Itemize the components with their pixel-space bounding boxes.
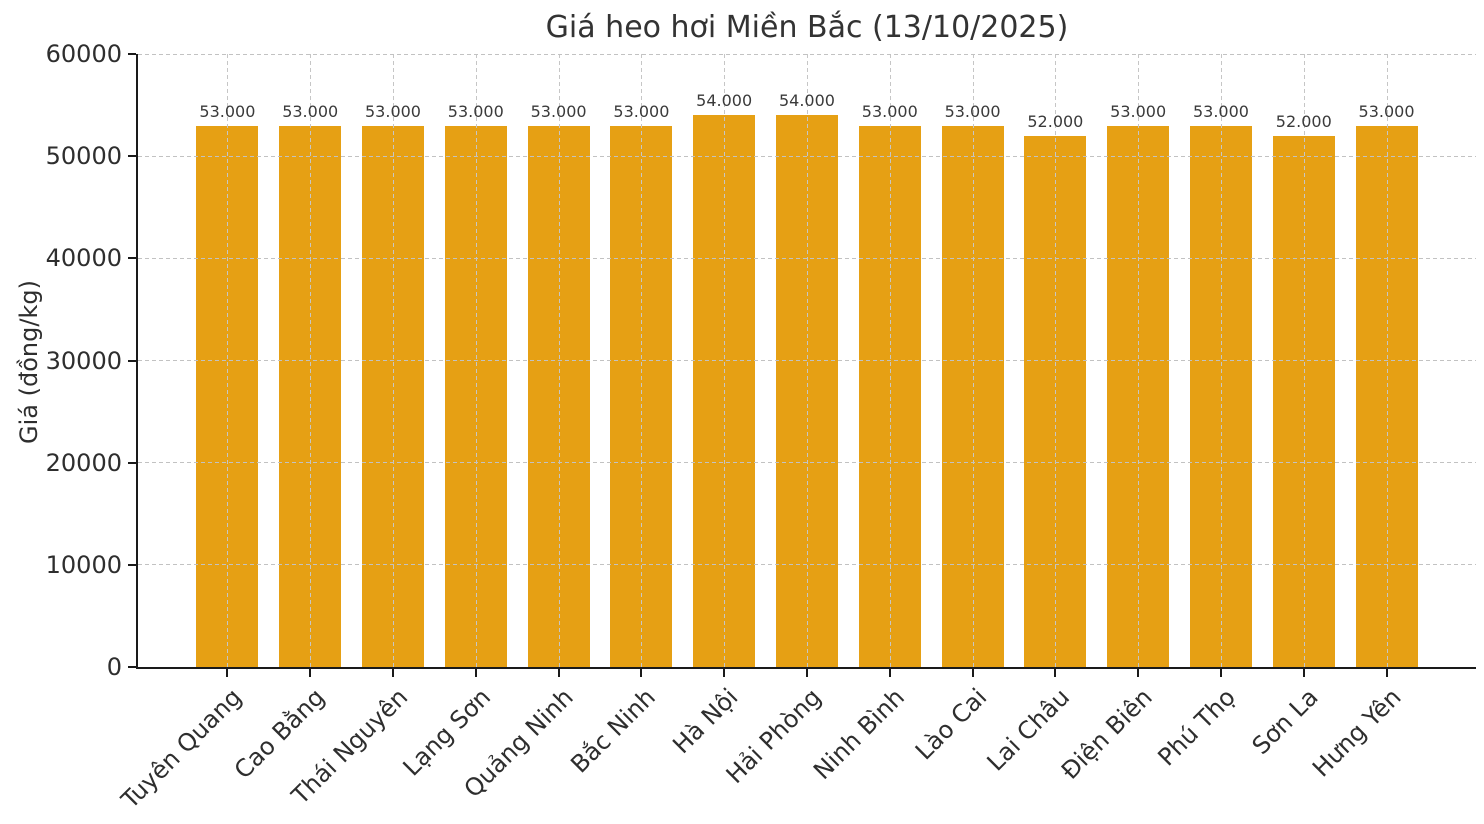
y-tick-mark <box>128 155 136 158</box>
horizontal-gridline <box>138 462 1476 464</box>
y-tick-mark <box>128 257 136 260</box>
x-tick-mark <box>557 669 560 677</box>
y-tick-label: 40000 <box>45 244 122 273</box>
x-tick-mark <box>971 669 974 677</box>
chart-title: Giá heo hơi Miền Bắc (13/10/2025) <box>545 10 1069 45</box>
horizontal-gridline <box>138 360 1476 361</box>
x-tick-mark <box>805 669 808 677</box>
y-tick-label: 0 <box>106 653 122 681</box>
x-tick-mark <box>1054 669 1057 677</box>
x-tick-label: Sơn La <box>1246 683 1324 760</box>
x-tick-mark <box>1137 669 1140 677</box>
y-tick-label: 30000 <box>45 346 122 375</box>
horizontal-gridline <box>138 155 1476 157</box>
bar-value-label: 54.000 <box>696 91 753 111</box>
y-tick-label: 60000 <box>45 40 122 68</box>
bar-value-label: 53.000 <box>1110 101 1167 121</box>
bar-slot: 53.000 Hưng Yên <box>1307 54 1428 783</box>
bar-slot: 53.000 Lào Cai <box>910 54 1014 765</box>
x-tick-label: Hà Nội <box>667 683 744 760</box>
plot-area: 53.000 Tuyên Quang 53.000 Cao Bằng 53.000 Thá… <box>46 40 1476 814</box>
bar-value-label: 53.000 <box>199 101 256 121</box>
x-tick-label: Hưng Yên <box>1306 683 1407 783</box>
bars-area: 53.000 Tuyên Quang 53.000 Cao Bằng 53.000 Thá… <box>116 54 1428 814</box>
x-tick-mark <box>474 669 477 677</box>
bar-value-label: 52.000 <box>1027 111 1084 131</box>
y-tick-mark <box>128 563 136 566</box>
horizontal-gridline <box>138 53 1476 55</box>
y-axis-spine <box>136 54 138 669</box>
bar-slot: 53.000 Phú Thọ <box>1152 54 1263 771</box>
x-tick-mark <box>640 669 643 677</box>
y-tick-mark <box>128 53 136 55</box>
bar-value-label: 53.000 <box>1192 101 1249 121</box>
bar-value-label: 53.000 <box>530 101 587 121</box>
x-tick-mark <box>1385 669 1388 677</box>
y-tick-label: 20000 <box>45 448 122 477</box>
y-tick-mark <box>128 359 136 362</box>
x-tick-mark <box>309 669 312 677</box>
y-tick-mark <box>128 461 136 464</box>
horizontal-gridline <box>138 564 1476 566</box>
bar-value-label: 52.000 <box>1275 111 1332 131</box>
x-tick-label: Phú Thọ <box>1152 683 1241 772</box>
x-tick-mark <box>226 669 229 677</box>
bar-slot: 53.000 Ninh Bình <box>808 54 931 785</box>
bar-value-label: 53.000 <box>447 101 504 121</box>
bar-slot: 52.000 Sơn La <box>1247 54 1345 760</box>
x-tick-label: Tuyên Quang <box>116 683 248 815</box>
x-axis-spine <box>136 667 1476 669</box>
x-tick-mark <box>391 669 394 677</box>
x-tick-mark <box>1302 669 1305 677</box>
bar-slot: 53.000 Cao Bằng <box>229 54 352 784</box>
x-tick-mark <box>888 669 891 677</box>
bar-value-label: 54.000 <box>778 91 835 111</box>
y-tick-mark <box>128 666 136 668</box>
bar-value-label: 53.000 <box>861 101 918 121</box>
horizontal-gridline <box>138 257 1476 259</box>
bar-slot: 53.000 Bắc Ninh <box>566 54 683 778</box>
y-tick-label: 50000 <box>45 142 122 171</box>
x-tick-label: Bắc Ninh <box>565 683 662 779</box>
y-tick-label: 10000 <box>45 550 122 579</box>
y-axis-label: Giá (đồng/kg) <box>15 280 43 444</box>
x-tick-label: Lào Cai <box>909 683 993 766</box>
x-tick-mark <box>723 669 726 677</box>
bar-value-label: 53.000 <box>613 101 670 121</box>
bar-value-label: 53.000 <box>944 101 1001 121</box>
bar-value-label: 53.000 <box>1358 101 1415 121</box>
bar-slot: 53.000 Tuyên Quang <box>116 54 269 814</box>
x-tick-mark <box>1219 669 1222 677</box>
bar-value-label: 53.000 <box>364 101 421 121</box>
bar-value-label: 53.000 <box>282 101 339 121</box>
